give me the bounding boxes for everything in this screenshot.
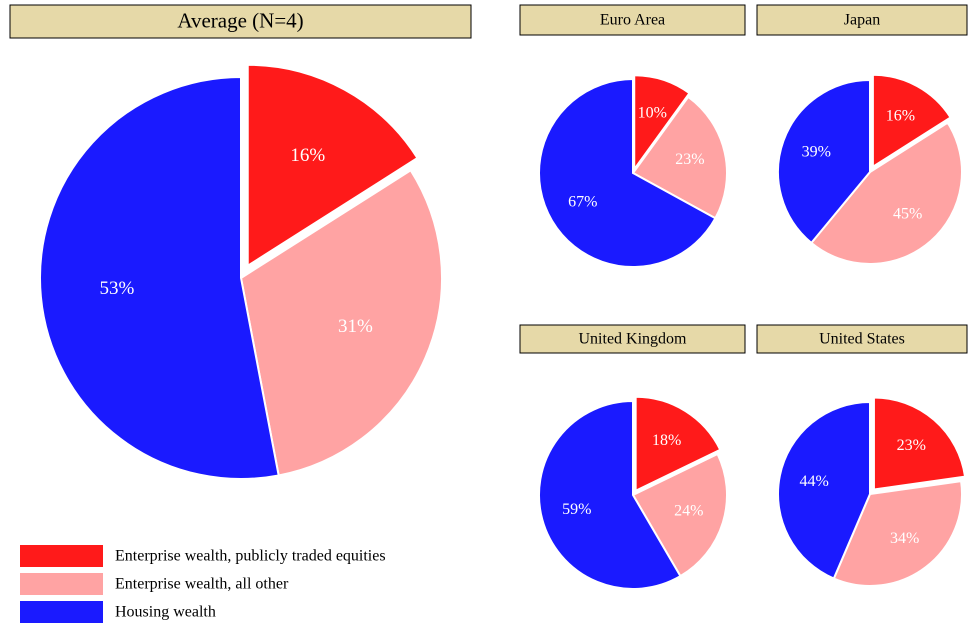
value-label: 44% — [799, 473, 828, 490]
legend-label: Housing wealth — [115, 604, 216, 621]
pie-slice — [246, 63, 419, 268]
legend-swatch — [20, 545, 103, 567]
pie-slice — [631, 95, 728, 220]
chart-title: Japan — [844, 12, 880, 29]
pie-slice — [631, 452, 728, 578]
value-label: 23% — [897, 437, 926, 454]
legend-label: Enterprise wealth, publicly traded equit… — [115, 548, 386, 565]
title-box — [519, 324, 746, 354]
pie-slice — [538, 399, 682, 590]
pie-slice — [633, 74, 691, 173]
value-label: 10% — [638, 104, 667, 121]
chart-title: United States — [819, 331, 905, 348]
pie-slice — [777, 78, 871, 245]
value-label: 31% — [338, 316, 373, 337]
value-label: 18% — [652, 432, 681, 449]
value-label: 23% — [675, 151, 704, 168]
pie-slice — [634, 395, 722, 493]
pie-slice — [832, 480, 963, 587]
chart-title: United Kingdom — [579, 331, 688, 348]
value-label: 53% — [100, 278, 135, 299]
pie-slice — [538, 77, 717, 268]
title-box — [9, 4, 472, 39]
pie-slice — [872, 396, 967, 491]
pie-slice — [871, 73, 952, 169]
value-label: 67% — [568, 193, 597, 210]
value-label: 59% — [562, 501, 591, 518]
value-label: 39% — [802, 143, 831, 160]
legend-swatch — [20, 573, 103, 595]
pie-slice — [809, 121, 963, 265]
value-label: 45% — [893, 205, 922, 222]
value-label: 16% — [886, 107, 915, 124]
chart-title: Euro Area — [600, 12, 665, 29]
pie-slice — [239, 168, 443, 477]
pie-slice — [777, 400, 871, 580]
title-box — [756, 324, 968, 354]
title-box — [519, 4, 746, 36]
value-label: 16% — [290, 145, 325, 166]
pie-slice — [39, 75, 280, 480]
value-label: 34% — [890, 530, 919, 547]
legend-label: Enterprise wealth, all other — [115, 576, 289, 593]
chart-title: Average (N=4) — [177, 8, 303, 32]
value-label: 24% — [674, 503, 703, 520]
legend-swatch — [20, 601, 103, 623]
title-box — [756, 4, 968, 36]
